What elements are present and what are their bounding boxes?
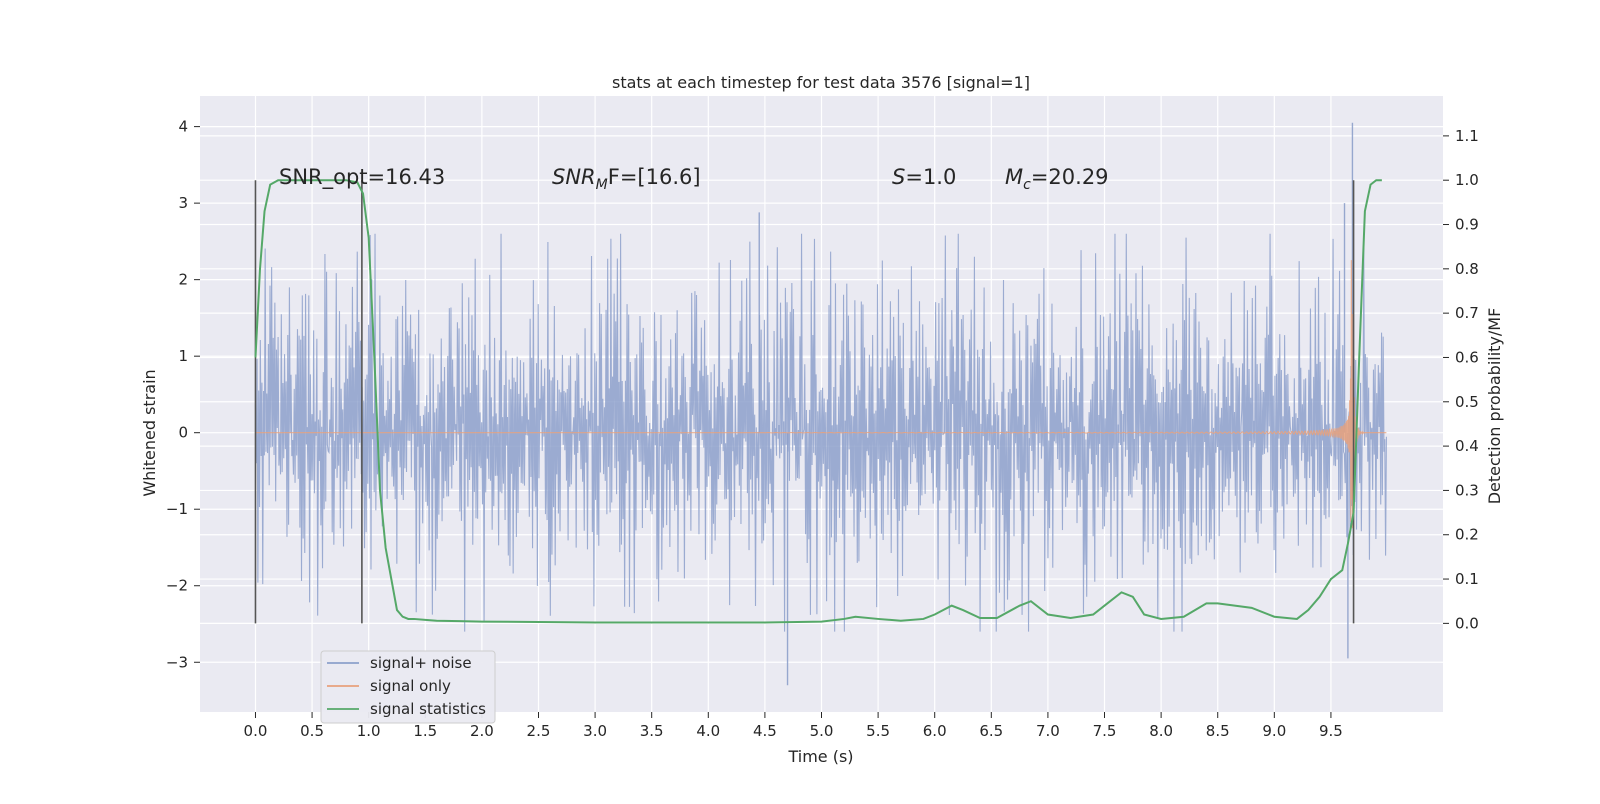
x-tick-label: 4.5 xyxy=(753,722,777,740)
series-signal-only xyxy=(255,260,1387,529)
snr-mf-base: SNR xyxy=(552,165,596,189)
x-tick-label: 6.5 xyxy=(979,722,1003,740)
x-tick-labels: 0.0 0.5 1.0 1.5 2.0 2.5 3.0 3.5 4.0 4.5 5.0 5.5 6.0 6… xyxy=(244,712,1343,740)
y-tick-label: 4 xyxy=(178,118,188,136)
y-tick-label: 2 xyxy=(178,271,188,289)
y-right-tick-labels: 1.1 1.0 0.9 0.8 0.7 0.6 0.5 0.4 0.3 0.2 0.1 0.0 xyxy=(1443,127,1479,632)
y-right-tick-label: 0.0 xyxy=(1455,614,1479,632)
legend: signal+ noise signal only signal statist… xyxy=(320,650,496,724)
y-right-tick-label: 0.7 xyxy=(1455,304,1479,322)
x-tick-label: 9.0 xyxy=(1262,722,1286,740)
legend-label-signal-only: signal only xyxy=(370,677,451,695)
series-signal-noise xyxy=(254,122,1387,686)
y-right-tick-label: 0.8 xyxy=(1455,260,1479,278)
legend-label-signal-noise: signal+ noise xyxy=(370,654,472,672)
y-tick-label: 1 xyxy=(178,347,188,365)
x-tick-label: 8.5 xyxy=(1206,722,1230,740)
snr-mf-subscript: M xyxy=(596,177,608,193)
s-value: =1.0 xyxy=(905,165,956,189)
y-tick-label: 0 xyxy=(178,424,188,442)
x-tick-label: 5.5 xyxy=(866,722,890,740)
y-tick-labels: 4 3 2 1 0 −1 −2 −3 xyxy=(166,118,200,671)
annotation-snr-opt: SNR_opt=16.43 xyxy=(279,165,445,190)
mc-value: =20.29 xyxy=(1031,165,1109,189)
x-tick-label: 8.0 xyxy=(1149,722,1173,740)
x-tick-label: 1.0 xyxy=(357,722,381,740)
mc-base: M xyxy=(1005,165,1023,189)
annotation-mc: Mc=20.29 xyxy=(1005,165,1109,193)
y-right-tick-label: 0.9 xyxy=(1455,216,1479,234)
snr-mf-rest: F=[16.6] xyxy=(608,165,701,189)
x-tick-label: 5.0 xyxy=(810,722,834,740)
legend-label-signal-statistics: signal statistics xyxy=(370,700,486,718)
y-tick-label: −1 xyxy=(166,500,188,518)
x-axis-label: Time (s) xyxy=(787,747,853,766)
x-tick-label: 0.5 xyxy=(300,722,324,740)
series-line-signal-statistics xyxy=(254,179,1382,624)
chart-title: stats at each timestep for test data 357… xyxy=(612,73,1030,92)
y-right-tick-label: 0.6 xyxy=(1455,348,1479,366)
y-tick-label: −3 xyxy=(166,653,188,671)
series-line-signal-only xyxy=(255,260,1387,529)
x-tick-label: 7.5 xyxy=(1093,722,1117,740)
x-tick-label: 2.5 xyxy=(527,722,551,740)
y-right-tick-label: 0.1 xyxy=(1455,570,1479,588)
mc-subscript: c xyxy=(1023,177,1031,193)
x-tick-label: 1.5 xyxy=(413,722,437,740)
vertical-lines xyxy=(254,180,1355,624)
y-right-tick-label: 0.2 xyxy=(1455,526,1479,544)
y-axis-label: Whitened strain xyxy=(140,369,159,496)
x-tick-label: 9.5 xyxy=(1319,722,1343,740)
y-right-axis-label: Detection probability/MF xyxy=(1485,308,1504,505)
annotation-snr-mf: SNRMF=[16.6] xyxy=(552,165,701,193)
y-right-tick-label: 0.3 xyxy=(1455,481,1479,499)
y-right-tick-label: 0.4 xyxy=(1455,437,1479,455)
s-variable: S xyxy=(892,165,905,189)
x-tick-label: 2.0 xyxy=(470,722,494,740)
series-line-signal-noise xyxy=(254,233,1387,632)
legend-box xyxy=(320,650,496,724)
x-tick-label: 4.0 xyxy=(696,722,720,740)
y-right-tick-label: 1.0 xyxy=(1455,171,1479,189)
x-tick-label: 0.0 xyxy=(244,722,268,740)
y-right-tick-label: 1.1 xyxy=(1455,127,1479,145)
x-tick-label: 6.0 xyxy=(923,722,947,740)
y-tick-label: −2 xyxy=(166,577,188,595)
x-tick-label: 7.0 xyxy=(1036,722,1060,740)
y-right-tick-label: 0.5 xyxy=(1455,393,1479,411)
y-tick-label: 3 xyxy=(178,194,188,212)
x-tick-label: 3.0 xyxy=(583,722,607,740)
series-signal-statistics xyxy=(254,179,1382,624)
x-tick-label: 3.5 xyxy=(640,722,664,740)
annotation-s: S=1.0 xyxy=(892,165,956,189)
